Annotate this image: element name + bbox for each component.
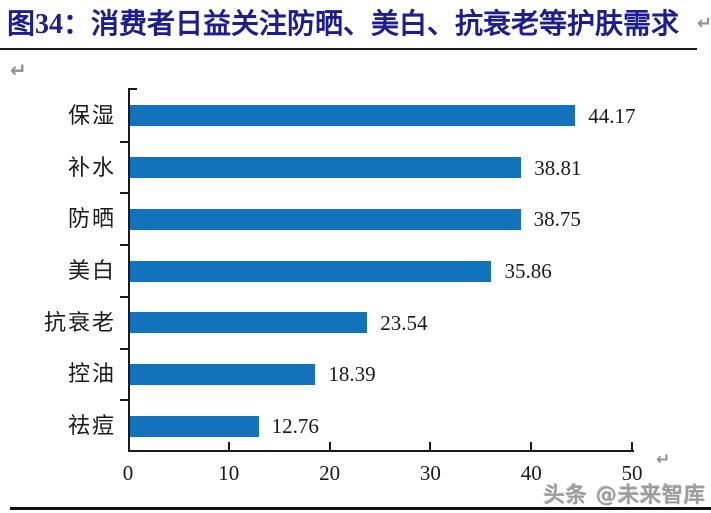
value-label: 38.75 — [533, 207, 581, 232]
y-axis-tick — [120, 295, 128, 298]
paragraph-return-mark: ↵ — [10, 58, 27, 82]
bottom-border — [10, 507, 711, 510]
bar-35.86 — [130, 260, 492, 282]
bar-44.17 — [130, 105, 576, 127]
axis-end-return-mark: ↵ — [656, 450, 671, 470]
bar-12.76 — [130, 415, 259, 437]
x-tick-label: 10 — [218, 461, 240, 485]
bar-18.39 — [130, 363, 316, 385]
x-axis-tick — [429, 442, 432, 450]
x-tick-label: 50 — [621, 461, 643, 485]
x-axis-tick — [631, 442, 633, 450]
category-label: 补水 — [67, 154, 116, 180]
value-label: 44.17 — [588, 103, 636, 128]
y-axis-line — [128, 88, 130, 452]
value-label: 38.81 — [534, 155, 582, 180]
title-return-mark: ↵ — [697, 13, 711, 34]
category-label: 美白 — [67, 258, 116, 283]
bar-38.81 — [130, 157, 522, 179]
value-label: 18.39 — [328, 362, 376, 387]
x-axis-tick — [227, 442, 230, 450]
y-axis-tick — [120, 140, 128, 143]
title-underline — [0, 48, 697, 50]
bar-38.75 — [130, 208, 521, 230]
value-label: 12.76 — [271, 414, 319, 439]
x-tick-label: 30 — [419, 461, 441, 485]
bar-23.54 — [130, 312, 368, 334]
x-axis-tick — [328, 442, 331, 450]
x-axis-tick — [530, 442, 533, 450]
category-label: 抗衰老 — [43, 309, 116, 335]
x-tick-label: 0 — [122, 461, 134, 485]
x-tick-label: 40 — [520, 461, 542, 485]
y-axis-top-tick — [128, 88, 137, 90]
figure-title: 图34：消费者日益关注防晒、美白、抗衰老等护肤需求 — [7, 9, 680, 40]
y-axis-tick — [120, 399, 128, 402]
y-axis-tick — [120, 347, 128, 350]
x-tick-label: 20 — [319, 461, 341, 485]
category-label: 控油 — [67, 361, 116, 387]
watermark: 头条 @未来智库 — [543, 483, 706, 507]
value-label: 23.54 — [380, 310, 428, 335]
category-label: 防晒 — [67, 206, 116, 232]
x-axis-line — [128, 450, 634, 452]
category-label: 保湿 — [67, 102, 116, 128]
value-label: 35.86 — [504, 259, 552, 283]
category-label: 祛痘 — [67, 413, 116, 439]
y-axis-tick — [120, 244, 128, 247]
y-axis-tick — [120, 192, 128, 195]
